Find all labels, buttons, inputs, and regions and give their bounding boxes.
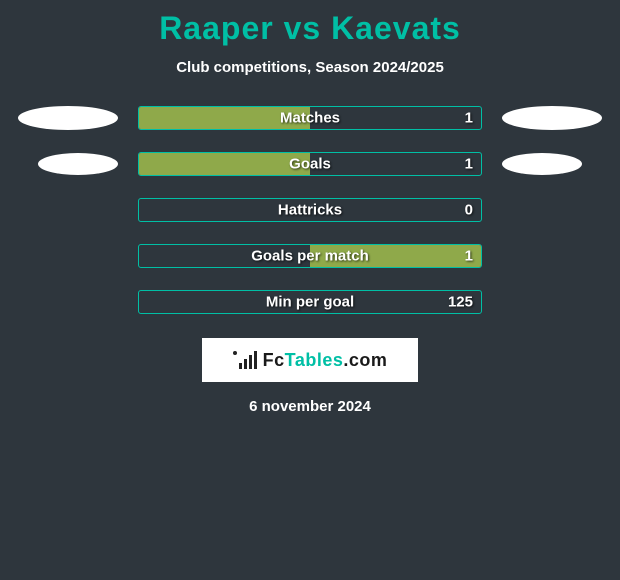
stat-row: Goals 1	[0, 152, 620, 176]
stat-bar: Min per goal 125	[138, 290, 482, 314]
page-title: Raaper vs Kaevats	[159, 10, 461, 47]
stat-label: Goals per match	[251, 248, 369, 265]
stat-label: Min per goal	[266, 294, 354, 311]
stat-label: Hattricks	[278, 202, 342, 219]
logo-main: Tables	[285, 350, 344, 370]
stat-value: 1	[465, 110, 473, 127]
date-label: 6 november 2024	[249, 398, 371, 415]
chart-icon	[233, 351, 257, 369]
stat-value: 1	[465, 156, 473, 173]
page-subtitle: Club competitions, Season 2024/2025	[176, 59, 444, 76]
stat-bar: Goals per match 1	[138, 244, 482, 268]
stat-value: 125	[448, 294, 473, 311]
stat-row: Matches 1	[0, 106, 620, 130]
stat-row: Hattricks 0	[0, 198, 620, 222]
left-ellipse	[38, 153, 118, 175]
stat-bar: Matches 1	[138, 106, 482, 130]
stat-bar: Goals 1	[138, 152, 482, 176]
stat-row: Goals per match 1	[0, 244, 620, 268]
logo-prefix: Fc	[263, 350, 285, 370]
stat-row: Min per goal 125	[0, 290, 620, 314]
comparison-widget: Raaper vs Kaevats Club competitions, Sea…	[0, 0, 620, 415]
stat-label: Matches	[280, 110, 340, 127]
logo-box[interactable]: FcTables.com	[202, 338, 418, 382]
stat-value: 1	[465, 248, 473, 265]
bar-fill	[139, 153, 310, 175]
right-ellipse	[502, 106, 602, 130]
left-ellipse	[18, 106, 118, 130]
logo-text: FcTables.com	[263, 350, 388, 371]
stat-rows: Matches 1 Goals 1 Hattricks 0 Goals per match 1…	[0, 106, 620, 314]
stat-bar: Hattricks 0	[138, 198, 482, 222]
right-ellipse	[502, 153, 582, 175]
logo-suffix: .com	[343, 350, 387, 370]
stat-label: Goals	[289, 156, 331, 173]
stat-value: 0	[465, 202, 473, 219]
